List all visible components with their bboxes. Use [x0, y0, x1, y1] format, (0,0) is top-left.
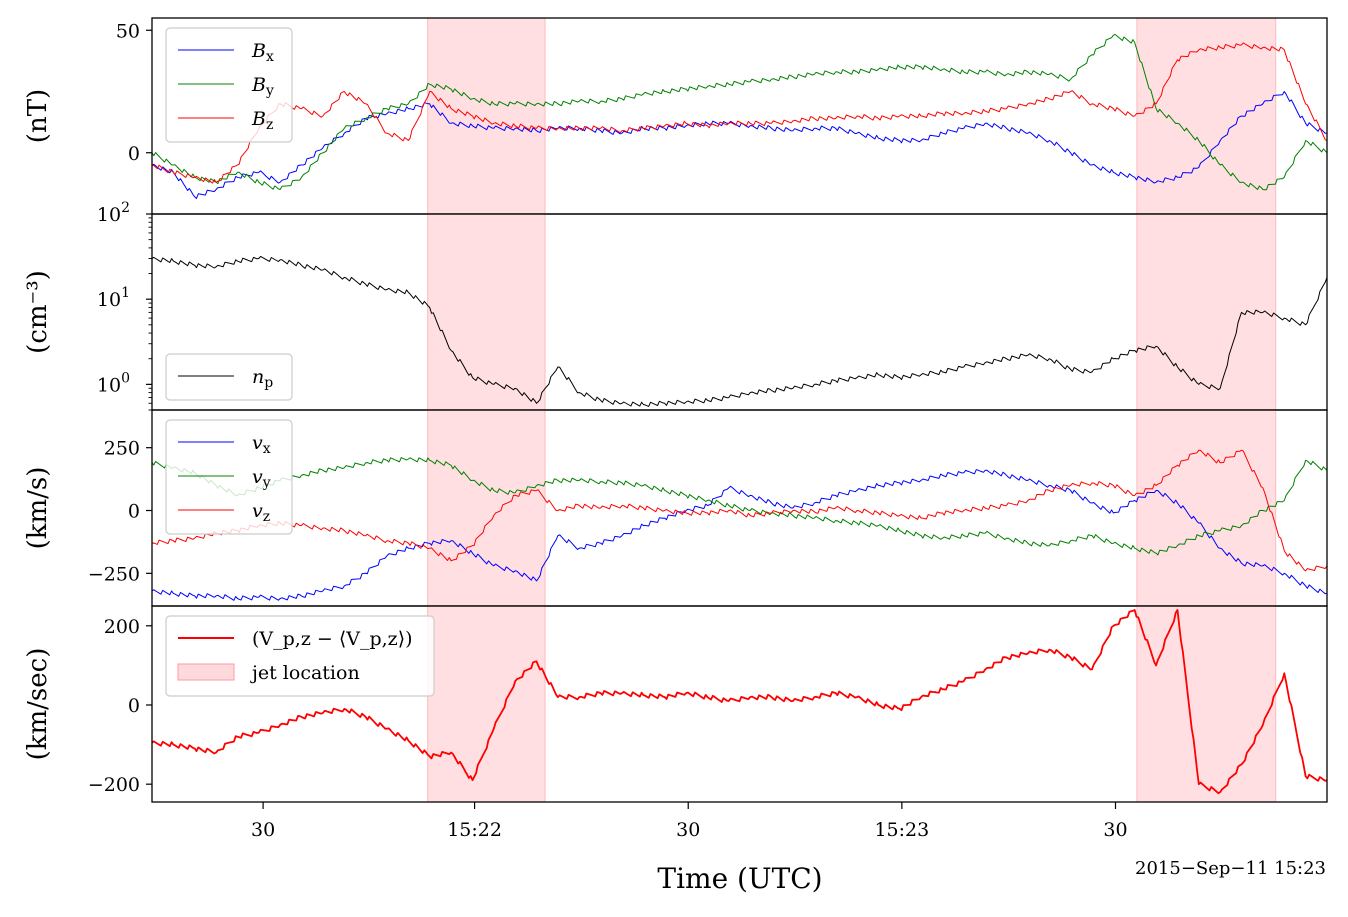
series-line-z — [152, 449, 1327, 572]
jet-shade-layer — [427, 213, 1277, 411]
y-tick-label: −250 — [88, 563, 140, 585]
panel-density: 100 101 102 (cm⁻³) np — [23, 200, 1328, 411]
y-tick-layer: −250 0 250 — [88, 438, 152, 585]
y-axis-label: (nT) — [23, 89, 53, 143]
jet-region-1 — [427, 17, 546, 215]
panel-velocity: −250 0 250 (km/s) vx vy vz — [23, 409, 1328, 607]
series-line-y — [152, 457, 1327, 556]
legend-swatch-jet — [177, 663, 235, 681]
legend-label: vz — [252, 500, 270, 525]
y-tick-label: −200 — [88, 774, 140, 796]
y-tick-layer: 100 101 102 — [97, 200, 152, 411]
jet-region-2 — [1136, 409, 1277, 607]
legend-box — [165, 353, 293, 401]
y-axis-label: (km/s) — [23, 467, 53, 550]
panel-magnetic-field: 0 50 (nT) Bx By Bz — [23, 17, 1328, 215]
series-layer — [152, 609, 1327, 795]
series-line-p — [152, 255, 1327, 407]
y-tick-label: 0 — [128, 143, 140, 165]
legend: Bx By Bz — [165, 27, 293, 143]
series-line-x — [152, 91, 1327, 199]
legend-box — [165, 419, 293, 535]
series-line-y — [152, 33, 1327, 191]
y-tick-label: 0 — [128, 695, 140, 717]
y-tick-layer: 0 50 — [116, 20, 152, 165]
jet-region-2 — [1136, 17, 1277, 215]
y-axis-label: (km/sec) — [23, 648, 53, 761]
jet-shade-layer — [427, 409, 1277, 607]
x-tick-label: 15:22 — [447, 819, 502, 841]
y-tick-label: 200 — [104, 616, 140, 638]
legend-box — [165, 27, 293, 143]
legend-label: Bx — [251, 40, 274, 65]
y-tick-label: 50 — [116, 20, 140, 42]
y-tick-label: 0 — [128, 501, 140, 523]
x-tick-label: 30 — [251, 819, 275, 841]
legend: np — [165, 353, 293, 401]
x-tick-label: 30 — [1103, 819, 1127, 841]
legend: vx vy vz — [165, 419, 293, 535]
jet-region-1 — [427, 409, 546, 607]
jet-region-2 — [1136, 213, 1277, 411]
jet-region-1 — [427, 605, 546, 803]
series-line-x — [152, 469, 1327, 601]
y-tick-label: 102 — [97, 200, 130, 226]
y-tick-layer: −200 0 200 — [88, 616, 152, 796]
x-tick-layer: 30 15:22 30 15:23 30 — [251, 802, 1128, 841]
legend-label: (V_p,z − ⟨V_p,z⟩) — [252, 628, 413, 650]
series-layer — [152, 33, 1327, 199]
panel-frame — [151, 605, 1328, 803]
legend: (V_p,z − ⟨V_p,z⟩)jet location — [165, 615, 435, 697]
jet-shade-layer — [427, 605, 1277, 803]
series-layer — [152, 255, 1327, 407]
y-tick-label: 250 — [104, 438, 140, 460]
series-line-vz-dev — [152, 609, 1327, 795]
jet-shade-layer — [427, 17, 1277, 215]
series-layer — [152, 449, 1327, 601]
x-tick-label: 15:23 — [874, 819, 929, 841]
panel-vz-deviation: −200 0 200 (km/sec) (V_p,z − ⟨V_p,z⟩)jet l… — [23, 605, 1328, 803]
jet-region-2 — [1136, 605, 1277, 803]
y-tick-label: 100 — [97, 370, 130, 396]
legend-label: jet location — [250, 662, 360, 684]
jet-region-1 — [427, 213, 546, 411]
series-line-z — [152, 42, 1327, 184]
legend-label: vx — [252, 432, 271, 457]
date-label: 2015−Sep−11 15:23 — [1135, 858, 1326, 879]
y-axis-label: (cm⁻³) — [23, 270, 53, 354]
x-tick-label: 30 — [676, 819, 700, 841]
legend-label: By — [251, 74, 274, 99]
x-axis-label: Time (UTC) — [657, 862, 822, 895]
legend-label: Bz — [251, 108, 273, 133]
legend-label: np — [252, 366, 273, 391]
legend-label: vy — [252, 466, 271, 491]
y-tick-label: 101 — [97, 285, 130, 311]
